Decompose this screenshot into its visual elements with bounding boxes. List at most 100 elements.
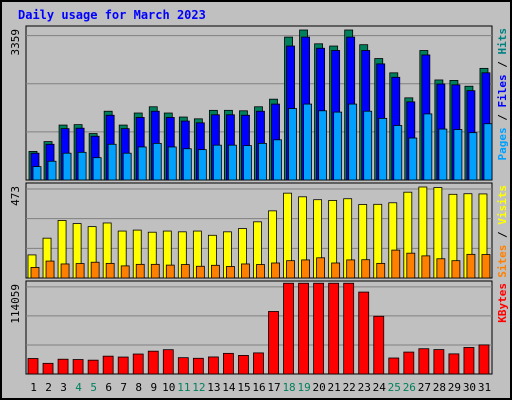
bar-pages-day-22: [348, 103, 358, 181]
bar-pages-day-23: [363, 110, 373, 181]
bar-pages-day-14: [228, 144, 237, 181]
bar-sites-day-1: [30, 267, 40, 279]
x-tick-label-day-10: 10: [162, 381, 175, 394]
bar-kbytes-day-17: [268, 311, 279, 375]
x-tick-label-day-9: 9: [150, 381, 157, 394]
bar-sites-day-5: [90, 261, 100, 279]
bar-sites-day-24: [376, 262, 386, 279]
bar-pages-day-1: [32, 166, 42, 181]
bar-kbytes-day-15: [238, 355, 249, 375]
top-label-files: Files: [496, 74, 509, 107]
middle-ymax-label: 473: [9, 186, 22, 206]
x-tick-label-day-17: 17: [267, 381, 280, 394]
x-tick-label-day-19: 19: [297, 381, 310, 394]
bottom-ymax-label: 114059: [9, 284, 22, 324]
bar-sites-day-11: [180, 264, 190, 279]
bar-kbytes-day-12: [192, 357, 204, 375]
x-tick-label-day-8: 8: [135, 381, 142, 394]
bar-kbytes-day-9: [147, 350, 159, 375]
bar-kbytes-day-21: [328, 282, 340, 375]
bar-sites-day-31: [481, 254, 491, 279]
bar-kbytes-day-18: [283, 282, 294, 375]
bar-kbytes-day-31: [478, 344, 490, 375]
bar-pages-day-31: [483, 123, 493, 181]
bar-kbytes-day-28: [433, 349, 445, 375]
bar-pages-day-4: [77, 151, 87, 181]
x-tick-label-day-16: 16: [252, 381, 265, 394]
bar-sites-day-10: [165, 264, 175, 279]
middle-label-sites: Sites: [496, 245, 509, 278]
bar-kbytes-day-24: [373, 315, 385, 375]
x-tick-label-day-3: 3: [60, 381, 67, 394]
bar-pages-day-3: [62, 152, 72, 181]
x-tick-label-day-23: 23: [358, 381, 371, 394]
bar-kbytes-day-30: [463, 347, 475, 375]
bar-pages-day-2: [47, 160, 57, 181]
bar-sites-day-23: [361, 259, 371, 279]
middle-series-labels: Sites / Visits: [496, 185, 509, 278]
bar-pages-day-16: [258, 142, 267, 181]
bar-kbytes-day-5: [87, 359, 99, 375]
bar-pages-day-25: [393, 125, 403, 181]
bottom-panel: 114059 KBytes: [9, 280, 509, 375]
bar-pages-day-26: [408, 137, 418, 181]
bar-pages-day-30: [468, 132, 478, 181]
bar-sites-day-26: [406, 252, 416, 279]
bar-pages-day-7: [122, 152, 132, 181]
x-tick-label-day-2: 2: [45, 381, 52, 394]
bar-kbytes-day-3: [57, 358, 69, 375]
bar-pages-day-9: [152, 142, 162, 181]
bar-sites-day-27: [421, 255, 431, 279]
x-tick-label-day-29: 29: [448, 381, 461, 394]
x-axis-labels: 1 2 3 4 5 6 7 8 9 10 11 12 13 14 15 16 17 18 19 20 21 22 23 24 2…: [30, 381, 491, 394]
bar-pages-day-10: [167, 146, 177, 181]
bar-sites-day-4: [75, 263, 85, 279]
bar-sites-day-21: [331, 262, 341, 279]
bar-pages-day-11: [182, 148, 192, 181]
bar-sites-day-17: [271, 262, 280, 279]
bar-sites-day-9: [150, 263, 160, 279]
bar-kbytes-day-23: [358, 291, 370, 375]
bar-kbytes-day-10: [162, 349, 174, 375]
top-label-separator: /: [496, 55, 509, 75]
bar-sites-day-6: [105, 262, 115, 279]
bar-kbytes-day-25: [388, 357, 400, 375]
bar-sites-day-12: [195, 265, 205, 279]
top-ymax-label: 3359: [9, 29, 22, 56]
x-tick-label-day-31: 31: [478, 381, 491, 394]
bar-sites-day-13: [210, 264, 220, 279]
bar-sites-day-18: [286, 260, 295, 279]
bar-kbytes-day-1: [27, 358, 39, 375]
bar-pages-day-19: [303, 103, 312, 181]
bar-pages-day-5: [92, 157, 102, 181]
bar-kbytes-day-13: [207, 356, 219, 375]
bar-pages-day-20: [318, 110, 328, 181]
bar-pages-day-17: [273, 139, 282, 181]
bar-kbytes-day-20: [313, 282, 325, 375]
bar-pages-day-28: [438, 128, 448, 181]
chart-title: Daily usage for March 2023: [18, 8, 206, 22]
bar-kbytes-day-6: [102, 355, 114, 375]
bar-sites-day-28: [436, 258, 446, 279]
bar-sites-day-15: [241, 263, 250, 279]
middle-label-visits: Visits: [496, 185, 509, 225]
x-tick-label-day-25: 25: [388, 381, 401, 394]
bar-sites-day-14: [226, 266, 235, 279]
x-tick-label-day-7: 7: [120, 381, 127, 394]
top-series-labels: Pages / Files / Hits: [496, 28, 509, 161]
bar-kbytes-day-2: [42, 362, 54, 375]
bar-pages-day-12: [197, 149, 207, 181]
bar-kbytes-day-4: [72, 359, 84, 375]
bar-sites-day-20: [316, 257, 326, 279]
bar-sites-day-25: [391, 249, 401, 279]
bar-pages-day-27: [423, 113, 433, 181]
x-tick-label-day-18: 18: [282, 381, 295, 394]
x-tick-label-day-26: 26: [403, 381, 416, 394]
top-label-separator: /: [496, 108, 509, 128]
bar-pages-day-18: [288, 108, 297, 181]
middle-label-separator: /: [496, 225, 509, 245]
x-tick-label-day-28: 28: [433, 381, 446, 394]
x-tick-label-day-20: 20: [313, 381, 326, 394]
bar-sites-day-8: [135, 263, 145, 279]
